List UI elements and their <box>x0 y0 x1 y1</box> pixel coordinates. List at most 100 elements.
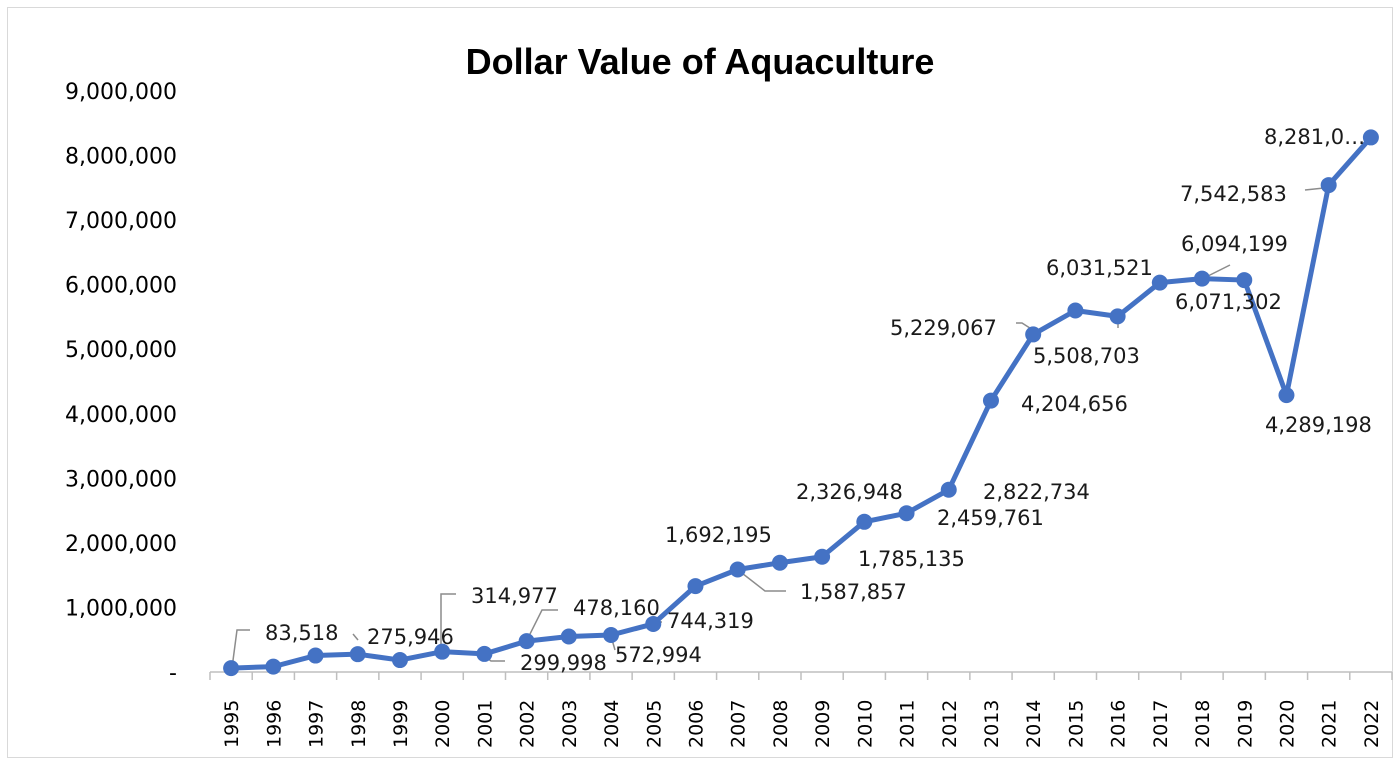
data-label: 83,518 <box>265 621 338 645</box>
data-point <box>223 660 240 677</box>
x-tick-label: 2020 <box>1276 700 1298 748</box>
y-tick-label: 8,000,000 <box>65 145 177 170</box>
data-label: 7,542,583 <box>1180 182 1287 206</box>
data-point <box>1320 177 1337 194</box>
x-tick-label: 2012 <box>939 700 961 748</box>
data-label: 4,204,656 <box>1021 392 1128 416</box>
x-tick-label: 1999 <box>390 700 412 748</box>
x-tick-label: 2014 <box>1023 700 1045 748</box>
x-tick-label: 2007 <box>728 700 750 748</box>
data-label: 5,229,067 <box>890 316 997 340</box>
data-label-leader <box>231 629 250 669</box>
data-point <box>391 652 408 669</box>
x-tick-label: 2022 <box>1361 700 1383 748</box>
x-tick-label: 2017 <box>1150 700 1172 748</box>
data-point <box>940 481 957 498</box>
data-point <box>645 615 662 632</box>
x-tick-label: 1998 <box>348 700 370 748</box>
chart-frame <box>7 7 1393 758</box>
y-tick-label: 5,000,000 <box>65 338 177 363</box>
data-point <box>771 554 788 571</box>
data-labels: 83,518 275,946 314,977 299,998 478,160 572,99… <box>265 125 1372 675</box>
y-axis: - 1,000,000 2,000,000 3,000,000 4,000,000 5,0… <box>65 80 177 686</box>
data-point <box>1362 129 1379 146</box>
data-label: 1,785,135 <box>858 547 965 571</box>
data-point <box>476 645 493 662</box>
data-point <box>1109 308 1126 325</box>
data-point <box>1151 274 1168 291</box>
data-point <box>434 643 451 660</box>
x-tick-label: 2018 <box>1192 700 1214 748</box>
data-label: 2,822,734 <box>983 480 1090 504</box>
data-label-leader <box>352 633 359 641</box>
series-line-group <box>223 129 1379 677</box>
data-point <box>814 548 831 565</box>
x-tick-label: 2001 <box>474 700 496 748</box>
data-label-leader <box>1304 187 1325 191</box>
data-point <box>1067 302 1084 319</box>
data-label: 4,289,198 <box>1265 413 1372 437</box>
data-point <box>560 628 577 645</box>
x-tick-label: 2021 <box>1319 700 1341 748</box>
x-tick-label: 2008 <box>770 700 792 748</box>
x-tick-label: 2005 <box>643 700 665 748</box>
data-point <box>729 561 746 578</box>
y-tick-label: - <box>169 661 177 686</box>
data-point <box>1194 270 1211 287</box>
data-point <box>1278 387 1295 404</box>
x-tick-label: 2016 <box>1108 700 1130 748</box>
data-label: 299,998 <box>520 651 607 675</box>
data-label: 8,281,0… <box>1264 125 1365 149</box>
y-tick-label: 3,000,000 <box>65 467 177 492</box>
y-tick-label: 6,000,000 <box>65 274 177 299</box>
x-tick-label: 2019 <box>1234 700 1256 748</box>
x-tick-label: 2000 <box>432 700 454 748</box>
x-tick-label: 2011 <box>897 700 919 748</box>
y-tick-label: 9,000,000 <box>65 80 177 105</box>
x-tick-label: 2003 <box>559 700 581 748</box>
series-line <box>231 135 1373 671</box>
x-tick-label: 2004 <box>601 700 623 748</box>
x-tick-label: 2006 <box>685 700 707 748</box>
x-tick-label: 2015 <box>1065 700 1087 748</box>
data-label: 1,692,195 <box>665 523 772 547</box>
data-label-leader <box>737 569 786 592</box>
y-tick-label: 1,000,000 <box>65 596 177 621</box>
data-point <box>307 647 324 664</box>
data-point <box>518 633 535 650</box>
data-label: 1,587,857 <box>800 580 907 604</box>
x-tick-label: 1996 <box>263 700 285 748</box>
data-point <box>603 627 620 644</box>
data-label: 2,326,948 <box>796 480 903 504</box>
data-point <box>856 513 873 530</box>
data-label-leader <box>526 609 558 641</box>
data-point <box>898 505 915 522</box>
y-tick-label: 2,000,000 <box>65 532 177 557</box>
data-label: 572,994 <box>615 643 702 667</box>
data-label: 5,508,703 <box>1033 344 1140 368</box>
data-point <box>982 392 999 409</box>
x-tick-label: 2013 <box>981 700 1003 748</box>
y-tick-label: 7,000,000 <box>65 209 177 234</box>
x-tick-label: 2002 <box>517 700 539 748</box>
data-label: 478,160 <box>573 596 660 620</box>
data-point <box>1025 326 1042 343</box>
data-label-leaders <box>231 187 1325 669</box>
data-label: 2,459,761 <box>937 506 1044 530</box>
data-point <box>687 578 704 595</box>
x-tick-label: 2010 <box>854 700 876 748</box>
x-tick-label: 1997 <box>306 700 328 748</box>
chart-title: Dollar Value of Aquaculture <box>466 41 935 82</box>
x-axis: 1995 1996 1997 1998 1999 2000 2001 2002 2003 2004… <box>209 671 1393 748</box>
y-tick-label: 4,000,000 <box>65 403 177 428</box>
data-label: 6,031,521 <box>1046 256 1153 280</box>
data-label: 6,094,199 <box>1181 232 1288 256</box>
data-point <box>265 658 282 675</box>
data-label: 275,946 <box>367 625 454 649</box>
data-label: 314,977 <box>471 584 558 608</box>
data-label: 744,319 <box>667 609 754 633</box>
data-point <box>349 646 366 663</box>
x-tick-label: 2009 <box>812 700 834 748</box>
x-tick-label: 1995 <box>221 700 243 748</box>
